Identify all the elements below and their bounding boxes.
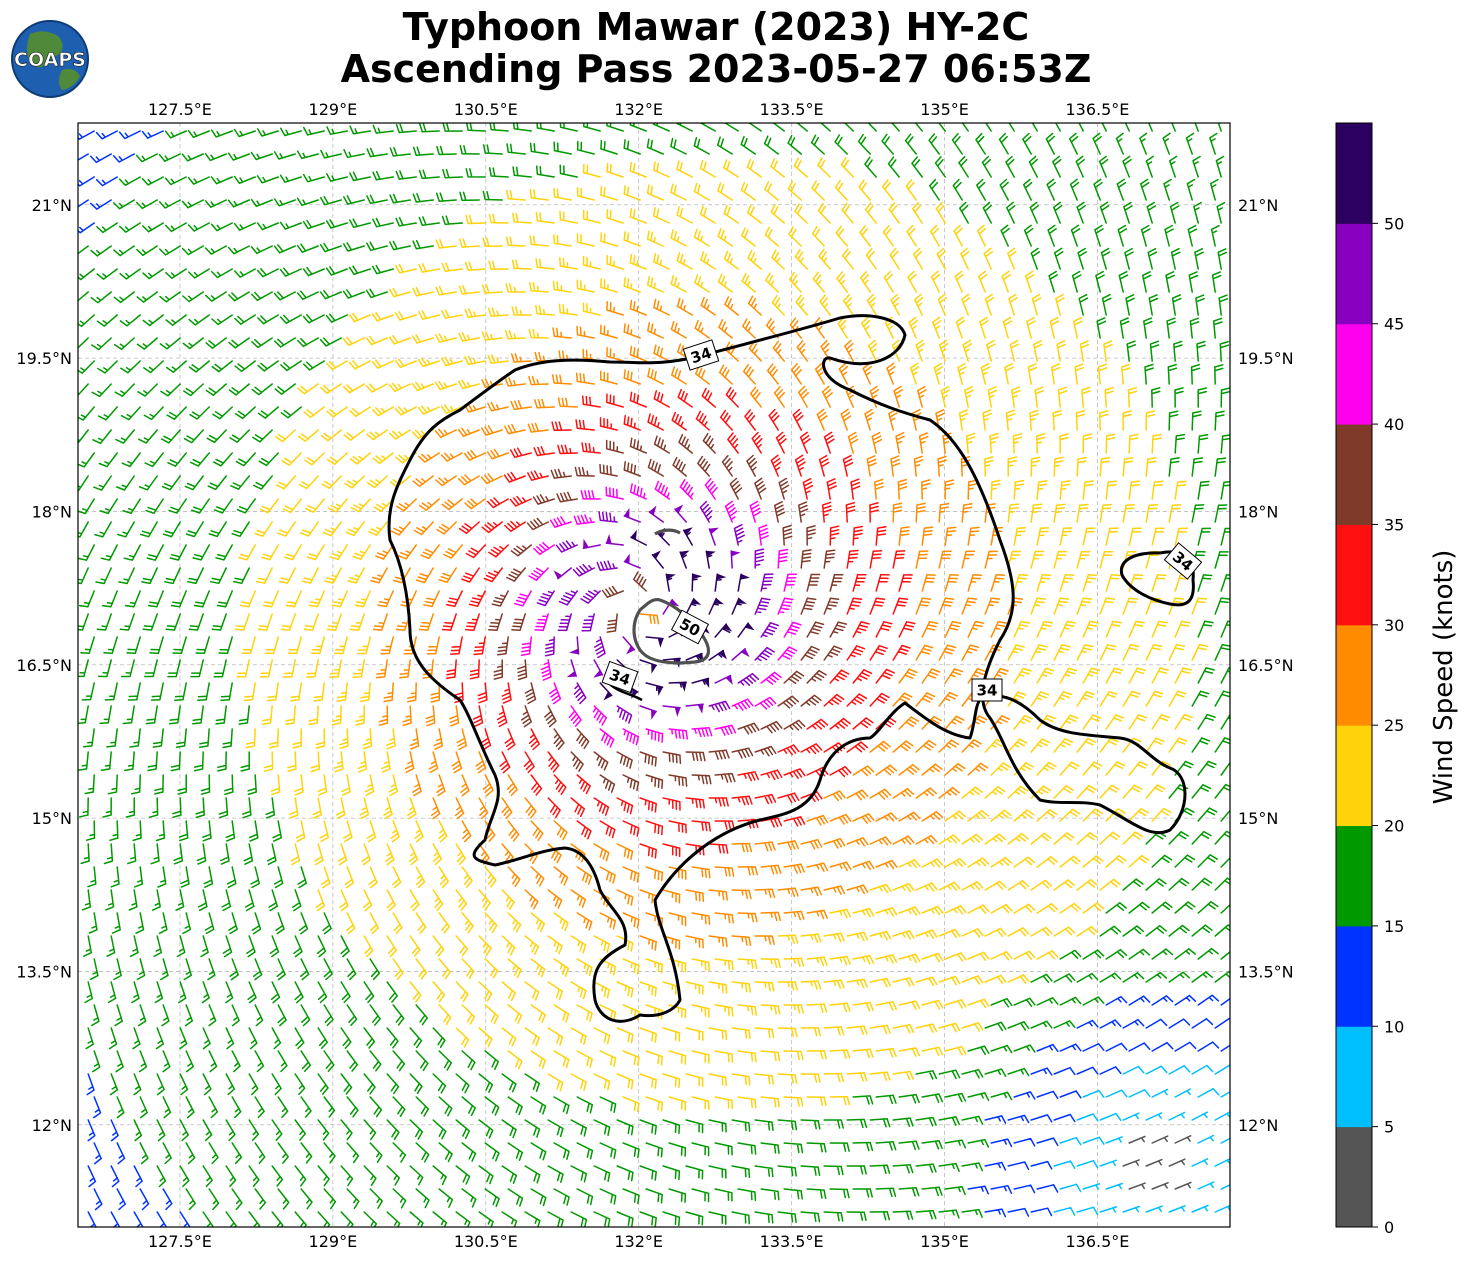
logo-text: COAPS [14,49,86,71]
lat-tick-label-left: 15°N [32,809,72,828]
colorbar-segment [1336,323,1372,425]
colorbar-segment [1336,925,1372,1027]
colorbar-segment [1336,524,1372,626]
colorbar-segment [1336,624,1372,726]
wind-barb-pennants [553,504,750,720]
wind-barb-group [441,386,916,859]
wind-barb-group [234,156,1209,1113]
colorbar-segment [1336,223,1372,325]
lon-tick-label-top: 129°E [309,100,358,119]
lat-tick-label-left: 18°N [32,502,72,521]
colorbar-tick-label: 10 [1384,1017,1404,1036]
colorbar-tick-label: 30 [1384,616,1404,635]
colorbar-segment [1336,123,1372,224]
lon-tick-label-bottom: 130.5°E [454,1232,518,1251]
colorbar-tick-label: 40 [1384,415,1404,434]
lat-tick-label-left: 19.5°N [16,349,72,368]
lon-tick-label-bottom: 127.5°E [148,1232,212,1251]
lon-tick-label-bottom: 136.5°E [1066,1232,1130,1251]
lon-tick-label-bottom: 132°E [614,1232,663,1251]
colorbar-tick-label: 25 [1384,716,1404,735]
lat-tick-label-right: 13.5°N [1238,962,1294,981]
lon-tick-label-top: 133.5°E [760,100,824,119]
lat-tick-label-right: 21°N [1238,196,1278,215]
lon-tick-label-bottom: 135°E [920,1232,969,1251]
figure-title-line-2: Ascending Pass 2023-05-27 06:53Z [341,47,1092,91]
wind-barb-group [370,295,1024,951]
colorbar-tick-label: 0 [1384,1218,1394,1237]
lat-tick-label-left: 21°N [32,196,72,215]
colorbar-segment [1336,1126,1372,1228]
lon-tick-label-top: 130.5°E [454,100,518,119]
colorbar-segment [1336,424,1372,525]
lat-tick-label-right: 16.5°N [1238,656,1294,675]
contour-label: 34 [601,660,639,694]
lon-tick-label-bottom: 133.5°E [760,1232,824,1251]
wind-barb-group [1053,1064,1230,1216]
colorbar-label: Wind Speed (knots) [1429,550,1459,805]
wind-barb-group [1122,1135,1192,1190]
lat-tick-label-left: 13.5°N [16,962,72,981]
colorbar-tick-label: 5 [1384,1118,1394,1137]
lat-tick-label-right: 18°N [1238,502,1278,521]
globe-land [59,68,80,90]
lat-tick-label-left: 12°N [32,1116,72,1135]
lat-tick-label-left: 16.5°N [16,656,72,675]
globe-land [27,31,63,68]
map-border [77,122,1231,1228]
colorbar-segment [1336,725,1372,827]
colorbar-tick-label: 20 [1384,817,1404,836]
colorbar: 0 5 10 15 20 25 30 35 40 45 50 [1335,122,1404,1237]
wind-barbs [78,123,1230,1227]
wind-barb-group [536,500,780,724]
colorbar-segment [1336,825,1372,927]
lon-tick-label-bottom: 129°E [309,1232,358,1251]
colorbar-tick-label: 45 [1384,315,1404,334]
figure-title-line-1: Typhoon Mawar (2023) HY-2C [403,5,1030,49]
colorbar-tick-label: 35 [1384,515,1404,534]
lon-tick-label-top: 127.5°E [148,100,212,119]
coaps-logo: COAPS [11,20,89,98]
colorbar-tick-label: 50 [1384,214,1404,233]
wind-barb-group [488,432,848,793]
wind-barb-group [514,478,802,748]
colorbar-tick-label: 15 [1384,917,1404,936]
contour-50kt-north [654,528,681,536]
svg-text:34: 34 [688,344,713,368]
wind-barb-group [78,123,1230,1227]
wind-barb-group [78,130,1230,1227]
lat-tick-label-right: 15°N [1238,809,1278,828]
lat-tick-label-right: 19.5°N [1238,349,1294,368]
contour-label: 34 [682,339,720,371]
lat-tick-label-right: 12°N [1238,1116,1278,1135]
colorbar-segment [1336,1026,1372,1128]
axis-ticks: 127.5°E 127.5°E 129°E 129°E 130.5°E 130.5°E 13… [16,100,1293,1251]
contour-label: 34 [971,678,1003,702]
lon-tick-label-top: 136.5°E [1066,100,1130,119]
lon-tick-label-top: 132°E [614,100,663,119]
colorbar-border [1335,122,1373,1228]
contour-34kt-main [387,314,1187,1023]
map-gridlines [78,123,1230,1227]
lon-tick-label-top: 135°E [920,100,969,119]
svg-text:34: 34 [977,682,998,700]
